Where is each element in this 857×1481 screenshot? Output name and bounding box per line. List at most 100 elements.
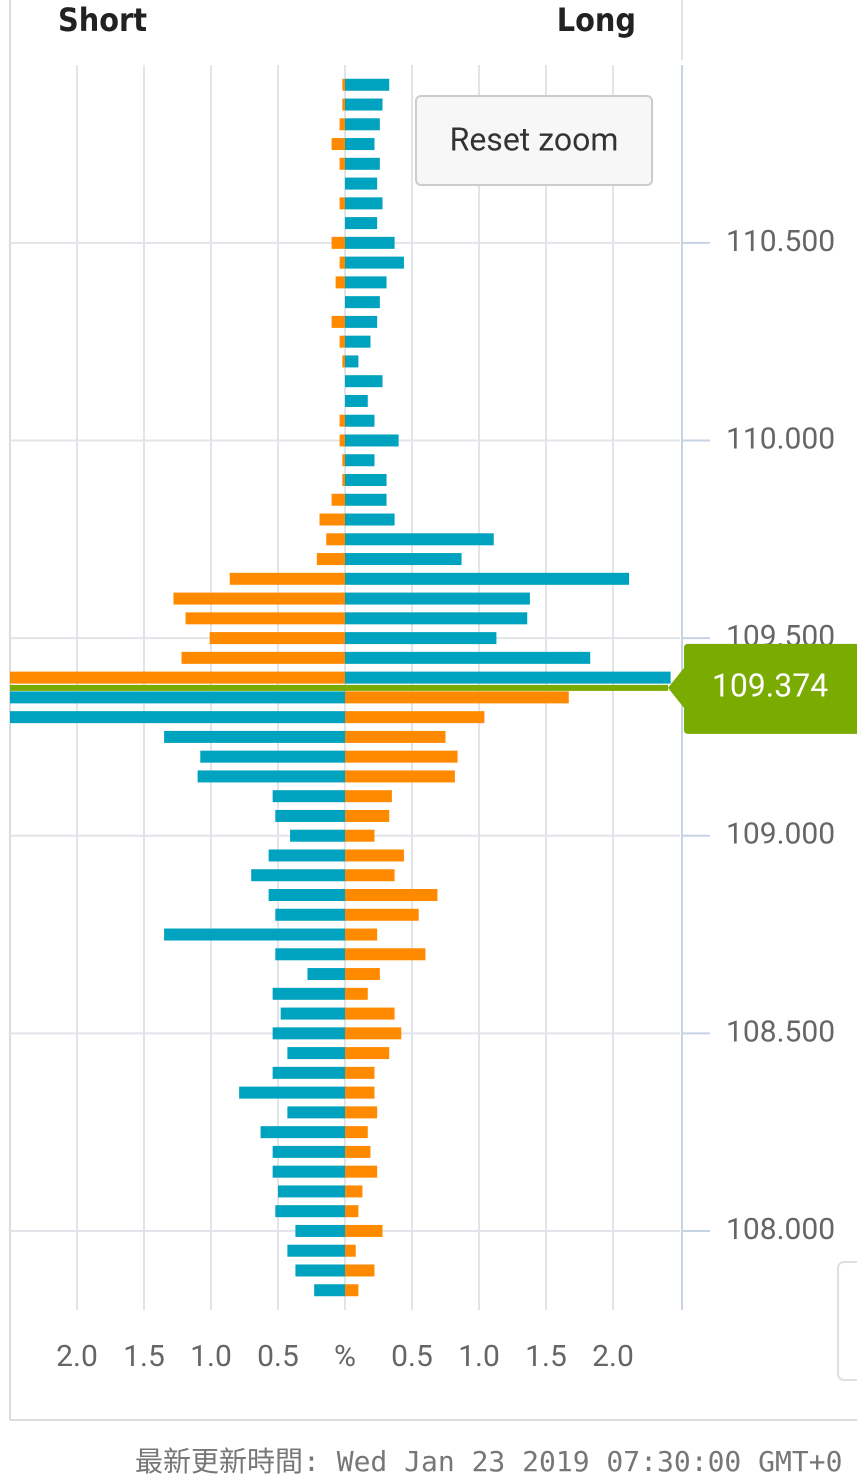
bar	[345, 968, 380, 981]
bar	[345, 1106, 378, 1119]
bar	[345, 355, 359, 368]
y-tick-label: 109.000	[726, 817, 835, 852]
bar	[339, 157, 345, 170]
bar	[295, 1264, 345, 1277]
bar	[319, 513, 345, 526]
reset-zoom-button[interactable]: Reset zoom	[415, 95, 653, 186]
bar	[345, 1066, 375, 1079]
footer: 最新更新時間: Wed Jan 23 2019 07:30:00 GMT+0	[135, 1445, 842, 1478]
bar	[290, 829, 345, 842]
bar	[260, 1126, 345, 1139]
y-tick-label: 110.500	[726, 224, 835, 259]
bar	[275, 948, 345, 961]
bar	[345, 1284, 359, 1297]
bar	[10, 691, 345, 704]
bar	[345, 770, 455, 783]
bar	[272, 987, 345, 1000]
bar	[345, 1007, 395, 1020]
bar	[345, 157, 380, 170]
button-bg[interactable]	[415, 95, 653, 186]
bar	[287, 1244, 345, 1257]
bar	[345, 612, 528, 625]
bar	[295, 1224, 345, 1237]
bar	[239, 1086, 345, 1099]
bar	[173, 592, 345, 605]
x-tick-label: 1.5	[123, 1339, 165, 1374]
bar	[229, 572, 345, 585]
bar	[345, 711, 485, 724]
y-tick-label: 110.000	[726, 421, 835, 456]
bar	[345, 1145, 371, 1158]
bar	[345, 750, 458, 763]
bar	[345, 256, 404, 269]
bar	[345, 572, 630, 585]
bar	[209, 632, 345, 645]
bar	[272, 1027, 345, 1040]
bar	[345, 414, 375, 427]
bar	[345, 908, 419, 921]
bar	[339, 434, 345, 447]
bar	[342, 78, 345, 91]
bar	[345, 474, 387, 486]
bar	[345, 869, 395, 882]
bar	[345, 177, 378, 190]
bar	[272, 1145, 345, 1158]
bar	[345, 790, 392, 803]
bar	[345, 454, 375, 467]
bar	[345, 296, 380, 309]
current-price-line	[10, 684, 668, 691]
bar	[345, 1264, 375, 1277]
bar	[345, 315, 378, 328]
bar	[345, 632, 497, 645]
bar	[342, 355, 345, 368]
bar	[345, 98, 383, 111]
bar	[345, 592, 530, 605]
button-label[interactable]: Reset zoom	[450, 120, 619, 158]
bar	[345, 730, 446, 743]
bar	[280, 1007, 345, 1020]
bar	[339, 335, 345, 348]
bar	[345, 335, 371, 348]
bar	[185, 612, 345, 625]
current-price-label: 109.374	[712, 666, 828, 704]
bar	[345, 78, 390, 91]
bar	[331, 138, 345, 151]
overlay: 109.374	[10, 643, 857, 734]
bar	[335, 276, 345, 289]
bar	[345, 829, 375, 842]
x-tick-label: 1.0	[190, 1339, 232, 1374]
y-tick-label: 108.500	[726, 1014, 835, 1049]
bar	[345, 118, 380, 131]
bar	[345, 236, 395, 249]
bar	[268, 889, 345, 901]
x-tick-label: 1.5	[525, 1339, 567, 1374]
x-tick-label: 2.0	[592, 1339, 634, 1374]
bar	[164, 730, 345, 743]
bar	[345, 1047, 390, 1060]
bar	[275, 809, 345, 822]
bar	[339, 256, 345, 269]
bar	[10, 671, 345, 684]
bar	[331, 493, 345, 506]
bar	[272, 1165, 345, 1178]
bar	[345, 1027, 402, 1040]
bar	[345, 987, 368, 1000]
bar	[314, 1284, 345, 1297]
bar	[345, 138, 375, 151]
bar	[326, 533, 345, 546]
bar	[331, 236, 345, 249]
bar	[345, 197, 383, 210]
bar	[339, 414, 345, 427]
bar	[345, 394, 368, 407]
bar	[316, 553, 345, 566]
bar	[345, 928, 378, 941]
bar	[345, 671, 671, 684]
bar	[345, 1244, 356, 1257]
bar	[345, 691, 569, 704]
side-panel	[837, 1261, 857, 1381]
current-price-box	[668, 643, 857, 734]
bar	[345, 217, 378, 230]
bar	[275, 908, 345, 921]
bar	[345, 1205, 359, 1218]
